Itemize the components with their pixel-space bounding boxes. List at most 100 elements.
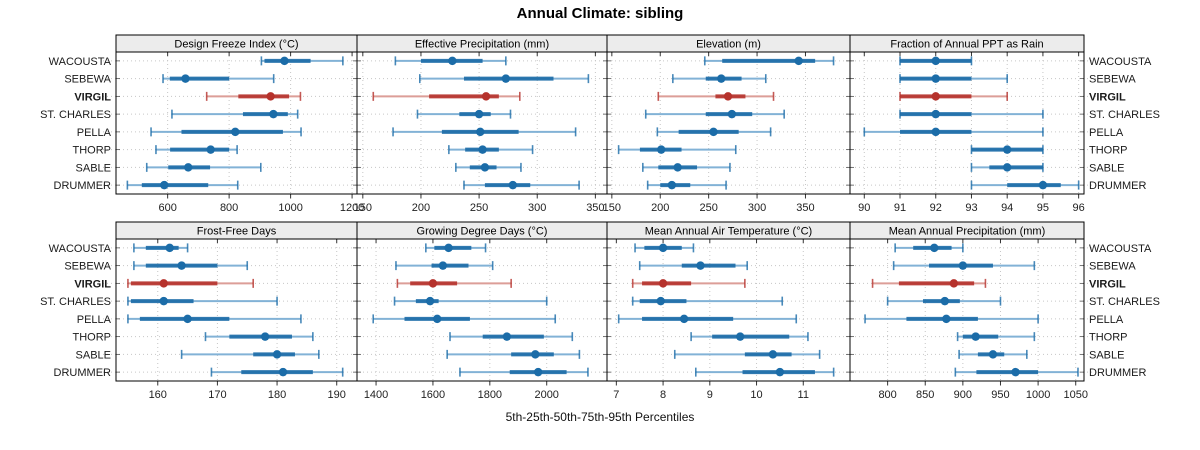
median-dot <box>438 261 448 270</box>
x-tick-label: 800 <box>878 389 896 401</box>
panel-border <box>606 51 851 195</box>
series-drummer <box>646 180 727 190</box>
x-tick-label: 1050 <box>1063 389 1087 401</box>
category-label-left-virgil: VIRGIL <box>74 278 111 290</box>
series-drummer <box>126 180 239 190</box>
x-tick-label: 600 <box>158 202 176 214</box>
median-dot <box>448 56 457 66</box>
series-wacousta <box>260 56 344 66</box>
category-label-right-sebewa: SEBEWA <box>1089 74 1136 86</box>
median-dot <box>673 163 682 172</box>
x-tick-label: 300 <box>748 202 766 214</box>
series-drummer <box>694 367 835 377</box>
median-dot <box>433 314 442 324</box>
series-pella <box>392 127 577 137</box>
x-tick-label: 180 <box>268 389 286 401</box>
median-dot <box>480 163 490 172</box>
median-dot <box>971 332 980 341</box>
median-dot <box>658 279 668 288</box>
category-label-right-st-charles: ST. CHARLES <box>1089 109 1160 121</box>
panel-border <box>356 238 608 382</box>
series-st-charles <box>899 109 1044 119</box>
median-dot <box>533 367 543 377</box>
panel-mean-annual-precipitation-mm: Mean Annual Precipitation (mm) 800 850 900 9… <box>849 221 1088 401</box>
series-virgil <box>205 91 302 101</box>
series-virgil <box>127 278 255 288</box>
strip-label: Mean Annual Precipitation (mm) <box>889 226 1046 238</box>
series-drummer <box>954 367 1079 377</box>
category-label-right-sable: SABLE <box>1089 349 1124 361</box>
series-thorp <box>956 332 1036 342</box>
category-label-right-drummer: DRUMMER <box>1089 180 1146 192</box>
median-dot <box>931 127 940 137</box>
x-tick-label: 2000 <box>534 389 558 401</box>
series-sable <box>455 162 522 172</box>
series-sebewa <box>133 261 249 271</box>
median-dot <box>988 350 998 359</box>
panel-border <box>115 51 358 195</box>
median-dot <box>723 92 733 101</box>
category-label-right-sable: SABLE <box>1089 162 1124 174</box>
median-dot <box>931 109 940 119</box>
series-wacousta <box>394 56 507 66</box>
series-virgil <box>871 278 987 288</box>
strip-label: Elevation (m) <box>696 39 761 51</box>
x-tick-label: 10 <box>750 389 762 401</box>
category-label-right-pella: PELLA <box>1089 314 1124 326</box>
median-dot <box>1011 367 1020 377</box>
series-pella <box>127 314 302 324</box>
median-dot <box>717 74 726 83</box>
strip-label: Growing Degree Days (°C) <box>417 226 548 238</box>
x-tick-label: 950 <box>991 389 1009 401</box>
category-label-left-drummer: DRUMMER <box>54 367 111 379</box>
x-tick-label: 9 <box>707 389 713 401</box>
median-dot <box>476 127 485 137</box>
median-dot <box>159 296 168 306</box>
series-drummer <box>210 367 344 377</box>
median-dot <box>160 180 169 190</box>
series-sable <box>970 162 1044 172</box>
series-thorp <box>617 145 737 155</box>
median-dot <box>696 261 705 270</box>
median-dot <box>949 279 959 288</box>
category-label-right-sebewa: SEBEWA <box>1089 261 1136 273</box>
series-sable <box>446 349 581 359</box>
category-label-left-wacousta: WACOUSTA <box>49 243 112 255</box>
series-drummer <box>970 180 1080 190</box>
series-thorp <box>448 145 534 155</box>
category-label-left-sebewa: SEBEWA <box>64 261 111 273</box>
series-pella <box>372 314 557 324</box>
median-dot <box>1002 163 1012 172</box>
median-dot <box>206 145 215 154</box>
category-label-left-pella: PELLA <box>77 127 112 139</box>
series-thorp <box>204 332 314 342</box>
series-virgil <box>396 278 512 288</box>
median-dot <box>266 92 275 101</box>
panel-fraction-of-annual-ppt-as-rain: Fraction of Annual PPT as Rain 90 91 92 93 94… <box>849 34 1085 214</box>
series-thorp <box>155 145 238 155</box>
median-dot <box>501 74 511 83</box>
series-sebewa <box>899 74 1008 84</box>
median-dot <box>280 56 289 66</box>
x-tick-label: 160 <box>149 389 167 401</box>
x-tick-label: 92 <box>930 202 942 214</box>
median-dot <box>184 163 193 172</box>
x-tick-label: 200 <box>651 202 669 214</box>
category-label-right-st-charles: ST. CHARLES <box>1089 296 1160 308</box>
x-tick-label: 300 <box>528 202 546 214</box>
series-st-charles <box>393 296 548 306</box>
strip-label: Design Freeze Index (°C) <box>174 39 298 51</box>
series-st-charles <box>127 296 278 306</box>
series-sable <box>673 349 821 359</box>
series-pella <box>863 127 1044 137</box>
median-dot <box>444 243 453 253</box>
x-tick-label: 7 <box>613 389 619 401</box>
series-thorp <box>690 332 809 342</box>
series-sebewa <box>892 261 1036 271</box>
median-dot <box>269 109 278 119</box>
median-dot <box>231 127 240 137</box>
category-label-right-wacousta: WACOUSTA <box>1089 56 1152 68</box>
median-dot <box>794 56 803 66</box>
x-tick-label: 95 <box>1037 202 1049 214</box>
